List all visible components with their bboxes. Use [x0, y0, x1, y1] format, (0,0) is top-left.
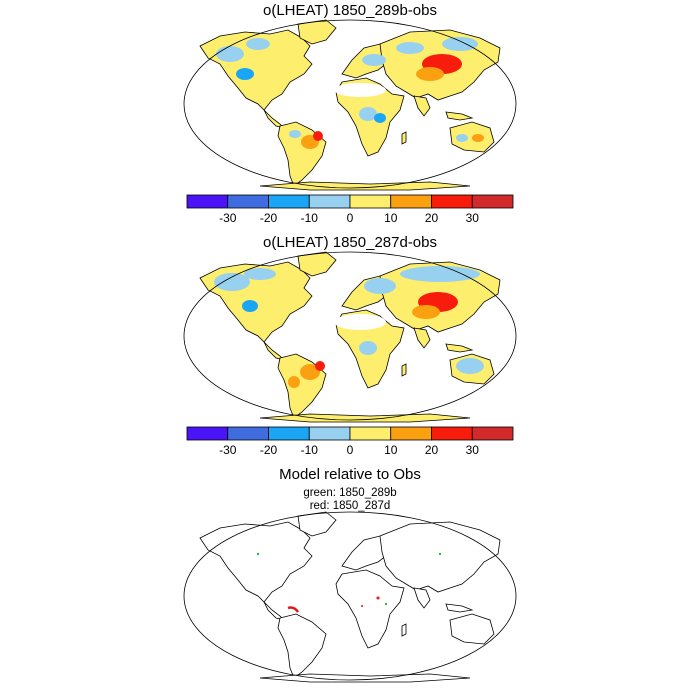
panel1-anomalies — [216, 37, 484, 149]
map-panel-1-fill — [199, 19, 501, 191]
green-marker — [384, 602, 388, 606]
map-frame-1 — [183, 19, 517, 189]
colorbar-1-swatch — [390, 194, 432, 209]
colorbar-1-swatch — [349, 194, 392, 209]
panel3-legend-green: green: 1850_289b — [303, 487, 397, 499]
map-frame-3 — [183, 511, 517, 681]
colorbar-2-tick-label: -30 — [219, 443, 237, 457]
panel3-markers — [256, 552, 442, 613]
colorbar-2-tick-label: -10 — [301, 443, 319, 457]
colorbar-2-tick-label: -20 — [260, 443, 278, 457]
red-marker — [361, 605, 363, 607]
colorbar-2-tick-label: 30 — [466, 443, 480, 457]
colorbar-1-tick-label: -30 — [219, 211, 237, 225]
colorbar-1-swatch — [268, 194, 310, 209]
panel1-title: o(LHEAT) 1850_289b-obs — [263, 2, 437, 19]
colorbar-1-swatch — [227, 194, 269, 209]
map-panel-2-fill — [199, 251, 501, 423]
colorbar-2-swatch — [186, 426, 229, 441]
panel3-title: Model relative to Obs — [279, 466, 421, 483]
map-panel-3-fill — [199, 511, 501, 683]
colorbar-2-swatch — [227, 426, 269, 441]
colorbar-2-swatch — [308, 426, 351, 441]
colorbar-2-swatch — [349, 426, 392, 441]
colorbar-2-tick-label: 0 — [347, 443, 354, 457]
colorbar-1-tick-label: 20 — [425, 211, 439, 225]
red-marker-south-america — [287, 606, 300, 613]
colorbar-1-tick-label: 10 — [384, 211, 398, 225]
colorbar-1-swatch — [308, 194, 351, 209]
colorbar-2-tick-label: 10 — [384, 443, 398, 457]
colorbar-1-swatch — [186, 194, 229, 209]
colorbar-2-swatch — [390, 426, 432, 441]
red-marker — [376, 596, 380, 600]
colorbar-1-tick-label: 0 — [347, 211, 354, 225]
colorbar-2-swatch — [431, 426, 473, 441]
colorbar-1-swatch — [471, 194, 514, 209]
colorbar-1-tick-label: -20 — [260, 211, 278, 225]
colorbar-2-swatch — [471, 426, 514, 441]
colorbar-1-swatch — [431, 194, 473, 209]
panel2-title: o(LHEAT) 1850_287d-obs — [263, 234, 437, 251]
colorbar-1-tick-label: -10 — [301, 211, 319, 225]
colorbar-1-tick-label: 30 — [466, 211, 480, 225]
colorbar-1: -30 -20 -10 0 10 20 30 — [186, 194, 514, 225]
panel2-anomalies — [214, 266, 484, 388]
map-frame-2 — [183, 251, 517, 421]
panel3-legend-red: red: 1850_287d — [309, 500, 391, 512]
green-marker — [256, 552, 260, 556]
colorbar-2-tick-label: 20 — [425, 443, 439, 457]
colorbar-2-swatch — [268, 426, 310, 441]
colorbar-2: -30 -20 -10 0 10 20 30 — [186, 426, 514, 457]
green-marker — [438, 552, 442, 556]
